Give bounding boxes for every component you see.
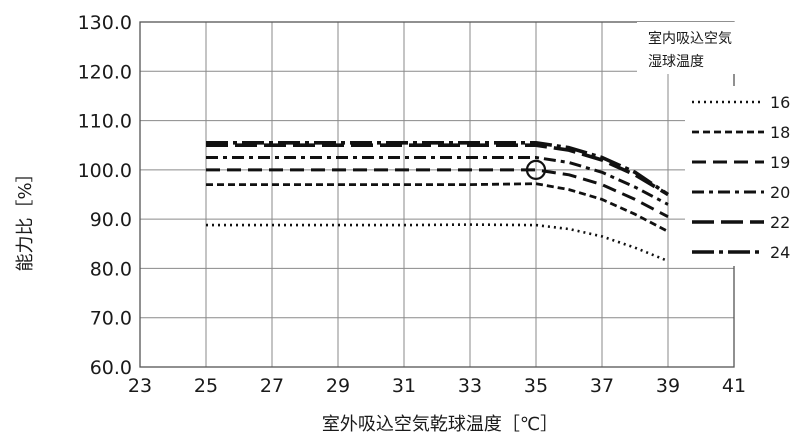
x-tick-label: 39 xyxy=(656,375,680,397)
y-tick-label: 70.0 xyxy=(90,308,132,330)
x-tick-label: 33 xyxy=(458,375,482,397)
series-lines xyxy=(206,141,670,263)
series-line-22 xyxy=(206,143,669,197)
y-tick-label: 130.0 xyxy=(78,12,132,34)
legend-label-19: 19 xyxy=(770,153,790,172)
x-tick-label: 37 xyxy=(590,375,614,397)
legend-label-20: 20 xyxy=(770,183,790,202)
legend-label-18: 18 xyxy=(770,123,790,142)
series-line-20 xyxy=(206,156,669,206)
y-tick-label: 120.0 xyxy=(78,61,132,83)
legend-title-line-1: 室内吸込空気 xyxy=(648,30,732,47)
series-line-16 xyxy=(206,223,669,263)
x-tick-label: 41 xyxy=(722,375,746,397)
x-tick-labels: 23 25 27 29 31 33 35 37 39 41 xyxy=(128,375,746,397)
y-axis-title: 能力比［%］ xyxy=(15,164,36,271)
x-tick-label: 29 xyxy=(326,375,350,397)
legend-label-24: 24 xyxy=(770,243,790,262)
x-tick-label: 27 xyxy=(260,375,284,397)
x-tick-label: 23 xyxy=(128,375,152,397)
legend: 16 18 19 20 22 24 xyxy=(692,93,790,262)
y-tick-label: 110.0 xyxy=(78,111,132,133)
legend-box xyxy=(685,86,799,266)
legend-label-16: 16 xyxy=(770,93,790,112)
series-line-18 xyxy=(206,182,669,233)
x-axis-title: 室外吸込空気乾球温度［℃］ xyxy=(322,414,558,435)
series-line-19 xyxy=(206,168,669,219)
legend-label-22: 22 xyxy=(770,213,790,232)
y-tick-labels: 60.0 70.0 80.0 90.0 100.0 110.0 120.0 130.0 xyxy=(78,12,132,379)
legend-title-box: 室内吸込空気 湿球温度 xyxy=(637,22,759,74)
series-line-24 xyxy=(206,141,670,196)
y-tick-label: 100.0 xyxy=(78,160,132,182)
x-tick-label: 25 xyxy=(194,375,218,397)
legend-title-line-2: 湿球温度 xyxy=(648,54,704,70)
reference-point-marker xyxy=(525,159,547,180)
x-tick-label: 31 xyxy=(392,375,416,397)
y-tick-label: 60.0 xyxy=(90,357,132,379)
x-tick-label: 35 xyxy=(524,375,548,397)
y-tick-label: 90.0 xyxy=(90,209,132,231)
y-tick-label: 80.0 xyxy=(90,258,132,280)
